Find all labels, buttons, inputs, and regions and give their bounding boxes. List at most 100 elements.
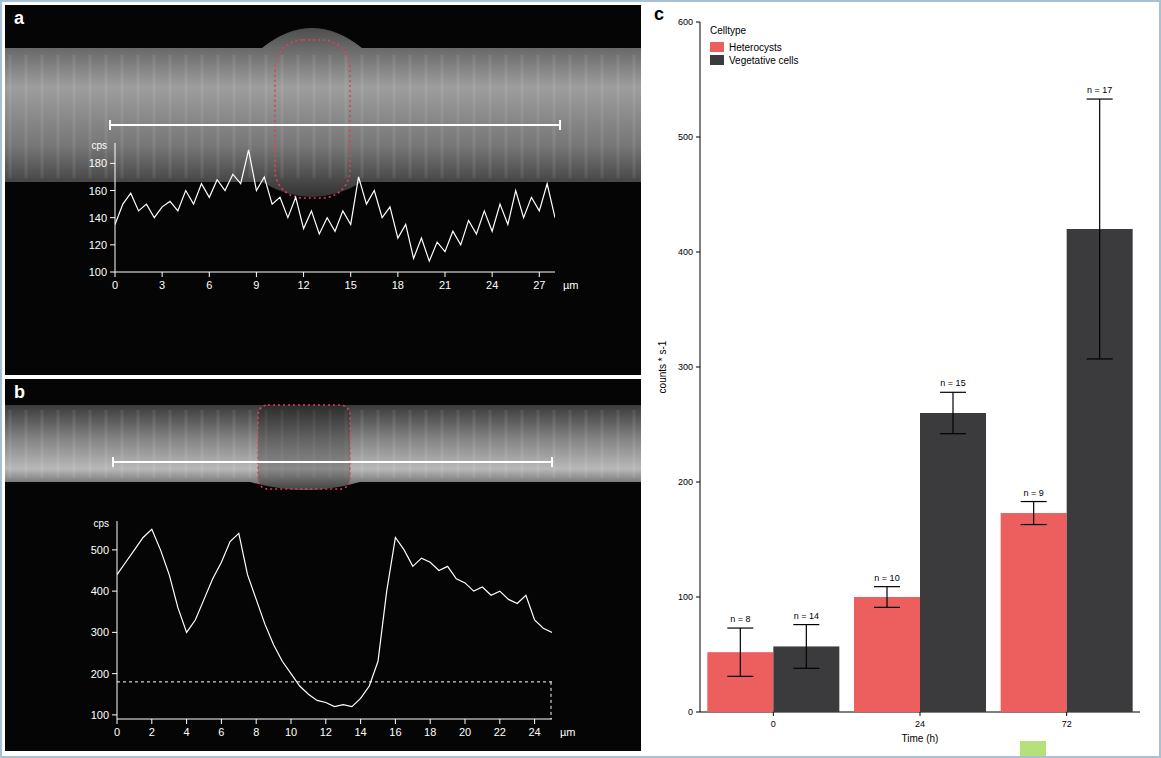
x-tick xyxy=(539,272,540,277)
micrograph-texture xyxy=(441,55,444,178)
heterocyst-outline xyxy=(258,405,350,489)
x-tick-label: 27 xyxy=(533,279,545,291)
micrograph-texture xyxy=(377,55,380,178)
y-tick-label: 140 xyxy=(89,212,107,224)
y-tick xyxy=(696,252,700,253)
x-tick xyxy=(773,712,774,716)
micrograph-texture xyxy=(73,55,76,178)
micrograph-texture xyxy=(73,410,76,478)
micrograph-texture xyxy=(473,410,476,478)
x-tick-label: 6 xyxy=(218,726,224,738)
x-tick xyxy=(325,719,326,724)
micrograph-texture xyxy=(297,55,300,178)
y-tick-label: 100 xyxy=(89,266,107,278)
micrograph-texture xyxy=(41,410,44,478)
micrograph-texture xyxy=(505,55,508,178)
y-axis xyxy=(115,143,116,272)
y-tick xyxy=(112,673,117,674)
x-tick-label: 0 xyxy=(114,726,120,738)
error-bar-stem xyxy=(886,587,887,608)
micrograph-texture xyxy=(601,55,604,178)
error-bar-cap xyxy=(874,607,900,608)
error-bar-cap xyxy=(727,627,753,628)
x-tick-label: 18 xyxy=(392,279,404,291)
micrograph-texture xyxy=(441,410,444,478)
micrograph-texture xyxy=(121,55,124,178)
y-tick xyxy=(696,597,700,598)
bar xyxy=(1001,513,1067,712)
profile-curve xyxy=(115,150,555,261)
reference-line xyxy=(117,681,552,682)
micrograph-texture xyxy=(569,410,572,478)
x-tick-label: 12 xyxy=(297,279,309,291)
error-bar-cap xyxy=(793,668,819,669)
x-tick xyxy=(221,719,222,724)
x-tick xyxy=(151,719,152,724)
y-tick-label: 100 xyxy=(678,592,693,602)
micrograph-texture xyxy=(41,55,44,178)
y-tick-label: 400 xyxy=(678,247,693,257)
profile-line-end xyxy=(551,457,553,467)
micrograph-texture xyxy=(585,410,588,478)
micrograph-texture xyxy=(521,410,524,478)
error-bar xyxy=(940,392,966,433)
micrograph-texture xyxy=(617,55,620,178)
x-tick xyxy=(499,719,500,724)
micrograph-texture xyxy=(505,410,508,478)
x-tick xyxy=(534,719,535,724)
y-tick xyxy=(110,272,115,273)
n-label: n = 14 xyxy=(794,611,819,621)
micrograph-texture xyxy=(137,410,140,478)
error-bar-stem xyxy=(806,625,807,669)
profile-line xyxy=(113,461,552,463)
x-tick-label: 21 xyxy=(439,279,451,291)
n-label: n = 8 xyxy=(730,614,750,624)
y-tick xyxy=(696,367,700,368)
heterocyst-outline xyxy=(275,40,350,198)
y-tick-label: 100 xyxy=(91,709,109,721)
micrograph-texture xyxy=(217,410,220,478)
x-tick xyxy=(256,719,257,724)
y-tick-label: 0 xyxy=(688,707,693,717)
x-tick xyxy=(920,712,921,716)
x-tick-label: 18 xyxy=(424,726,436,738)
x-tick xyxy=(445,272,446,277)
profile-line-end xyxy=(112,457,114,467)
plot-area xyxy=(707,99,1132,712)
x-tick xyxy=(360,719,361,724)
micrograph-texture xyxy=(633,410,636,478)
error-bar-cap xyxy=(727,676,753,677)
error-bar-cap xyxy=(874,586,900,587)
micrograph-texture xyxy=(137,55,140,178)
error-bar-stem xyxy=(1099,99,1100,359)
y-tick xyxy=(696,482,700,483)
y-tick-label: 160 xyxy=(89,185,107,197)
n-label: n = 17 xyxy=(1087,85,1112,95)
legend-label: Vegetative cells xyxy=(729,55,799,66)
panel-background xyxy=(5,379,641,751)
y-axis xyxy=(117,521,118,719)
micrograph-texture xyxy=(457,410,460,478)
x-tick xyxy=(303,272,304,277)
y-tick-label: 300 xyxy=(91,626,109,638)
y-tick xyxy=(110,244,115,245)
micrograph-texture xyxy=(233,55,236,178)
micrograph-texture xyxy=(617,410,620,478)
figure: a1001201401601800369121518212427cpsµmb10… xyxy=(0,0,1161,758)
x-tick xyxy=(186,719,187,724)
micrograph-texture xyxy=(25,55,28,178)
x-tick-label: 9 xyxy=(253,279,259,291)
x-tick-label: 16 xyxy=(389,726,401,738)
x-tick-label: 12 xyxy=(320,726,332,738)
error-bar xyxy=(874,587,900,608)
micrograph-texture xyxy=(393,410,396,478)
x-tick-label: 6 xyxy=(206,279,212,291)
y-axis-title: cps xyxy=(93,518,109,529)
micrograph-texture xyxy=(329,55,332,178)
y-axis-title: counts * s-1 xyxy=(657,340,668,393)
y-tick xyxy=(112,632,117,633)
x-axis-title: µm xyxy=(560,726,576,738)
micrograph-filament xyxy=(5,405,641,490)
micrograph-texture xyxy=(489,410,492,478)
micrograph-texture xyxy=(9,410,12,478)
